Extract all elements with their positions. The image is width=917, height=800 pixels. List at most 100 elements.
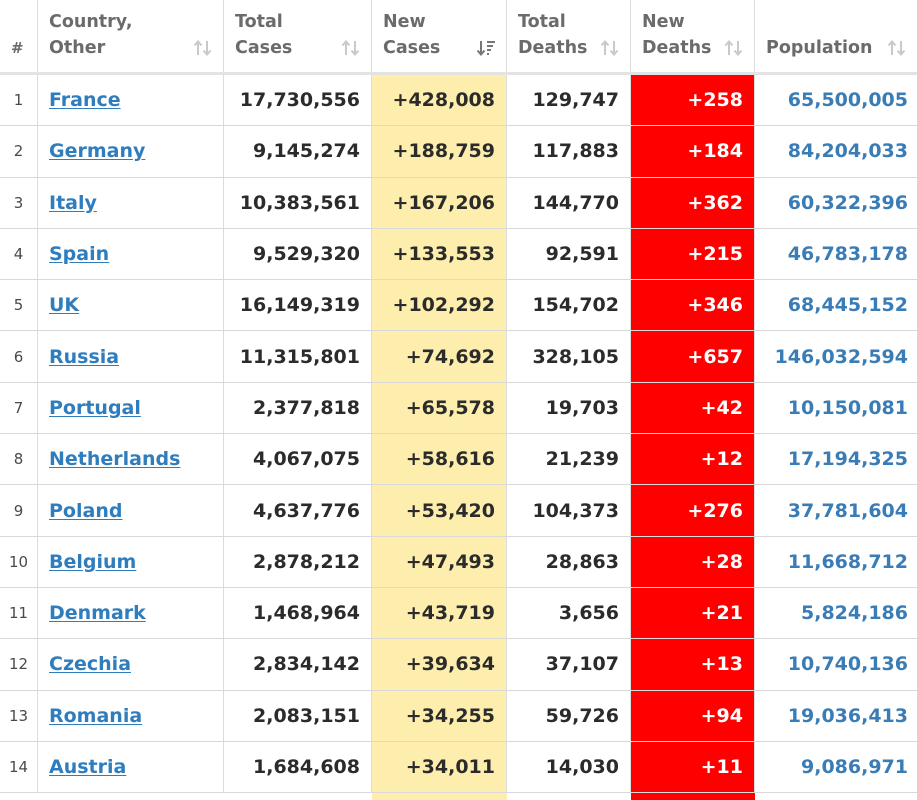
table-row: 10 Belgium 2,878,212 +47,493 28,863 +28 11,668… (0, 536, 917, 588)
total-cases-cell: 9,145,274 (224, 126, 372, 177)
total-deaths-value: 117,883 (532, 140, 619, 163)
country-link[interactable]: Romania (49, 704, 143, 727)
table-header: # Country, Other Total Cases New Cases (0, 0, 917, 75)
header-population[interactable]: Population (755, 0, 917, 72)
country-link[interactable]: Italy (49, 191, 97, 214)
row-index-cell: 2 (0, 126, 38, 177)
new-cases-value: +34,011 (405, 756, 495, 778)
table-row: 4 Spain 9,529,320 +133,553 92,591 +215 46,783,… (0, 228, 917, 281)
sort-descending-icon[interactable] (476, 39, 496, 57)
total-cases-value: 2,377,818 (253, 396, 360, 419)
header-total-deaths[interactable]: Total Deaths (507, 0, 631, 72)
total-cases-cell: 1,468,964 (224, 587, 372, 639)
total-deaths-value: 59,726 (545, 704, 619, 727)
population-value: 9,086,971 (801, 756, 908, 778)
header-new-deaths[interactable]: New Deaths (631, 0, 755, 72)
country-link[interactable]: Russia (49, 345, 120, 368)
population-value: 37,781,604 (787, 499, 908, 522)
country-name-cell: Poland (38, 485, 224, 536)
row-index-value: 1 (13, 91, 24, 110)
population-cell: 65,500,005 (755, 75, 917, 125)
population-value: 5,824,186 (801, 602, 908, 625)
table-body: 1 France 17,730,556 +428,008 129,747 +258 65,5… (0, 75, 917, 794)
new-deaths-value: +215 (687, 243, 743, 266)
total-cases-value: 2,083,151 (253, 704, 360, 727)
new-cases-cell: +188,759 (372, 126, 507, 177)
total-cases-value: 4,637,776 (253, 499, 360, 522)
total-cases-value: 17,730,556 (239, 89, 360, 112)
country-link[interactable]: Czechia (49, 653, 132, 676)
total-deaths-cell: 92,591 (507, 228, 631, 280)
total-deaths-value: 28,863 (545, 550, 619, 573)
new-deaths-cell: +276 (631, 485, 755, 536)
country-link[interactable]: Poland (49, 499, 123, 522)
total-deaths-value: 3,656 (558, 602, 619, 625)
total-deaths-cell: 154,702 (507, 280, 631, 331)
new-cases-value: +428,008 (392, 89, 495, 112)
new-cases-cell: +53,420 (372, 485, 507, 536)
total-deaths-cell: 59,726 (507, 690, 631, 741)
population-value: 19,036,413 (787, 704, 908, 727)
total-deaths-cell: 14,030 (507, 741, 631, 793)
total-cases-cell: 2,834,142 (224, 639, 372, 690)
total-deaths-cell: 104,373 (507, 485, 631, 536)
population-value: 46,783,178 (787, 243, 908, 266)
country-name-cell: UK (38, 280, 224, 331)
row-index-cell: 6 (0, 331, 38, 382)
country-link[interactable]: Netherlands (49, 448, 181, 471)
row-index-value: 4 (13, 245, 24, 264)
population-value: 68,445,152 (787, 294, 908, 317)
row-index-cell: 7 (0, 382, 38, 434)
new-cases-value: +102,292 (392, 294, 495, 317)
row-index-cell: 8 (0, 434, 38, 485)
sort-updown-icon[interactable] (193, 39, 213, 57)
country-link[interactable]: UK (49, 294, 80, 317)
new-deaths-cell: +12 (631, 434, 755, 485)
new-deaths-value: +94 (700, 704, 743, 727)
new-deaths-cell: +215 (631, 228, 755, 280)
country-name-cell: Belgium (38, 536, 224, 587)
sort-updown-icon[interactable] (341, 39, 361, 57)
country-link[interactable]: Denmark (49, 602, 146, 625)
population-cell: 11,668,712 (755, 537, 917, 587)
country-link[interactable]: Austria (49, 756, 127, 778)
new-deaths-cell: +657 (631, 331, 755, 382)
total-deaths-cell: 144,770 (507, 177, 631, 228)
country-link[interactable]: Germany (49, 140, 146, 163)
header-index[interactable]: # (0, 0, 38, 72)
row-index-value: 8 (13, 450, 24, 469)
sort-updown-icon[interactable] (887, 39, 907, 57)
new-cases-value: +47,493 (405, 550, 495, 573)
table-row: 3 Italy 10,383,561 +167,206 144,770 +362 60,32… (0, 177, 917, 229)
header-index-label: # (11, 39, 24, 57)
total-deaths-cell: 19,703 (507, 382, 631, 434)
new-cases-value: +53,420 (405, 499, 495, 522)
sort-updown-icon[interactable] (600, 39, 620, 57)
total-cases-value: 1,468,964 (253, 602, 360, 625)
country-link[interactable]: Belgium (49, 550, 137, 573)
table-row: 1 France 17,730,556 +428,008 129,747 +258 65,5… (0, 75, 917, 127)
total-deaths-value: 37,107 (545, 653, 619, 676)
row-index-cell: 9 (0, 485, 38, 536)
population-value: 17,194,325 (787, 448, 908, 471)
country-link[interactable]: Portugal (49, 396, 141, 419)
header-new-cases[interactable]: New Cases (372, 0, 507, 72)
new-deaths-value: +11 (700, 756, 743, 778)
new-cases-value: +34,255 (405, 704, 495, 727)
new-cases-cell: +34,255 (372, 690, 507, 741)
header-country[interactable]: Country, Other (38, 0, 224, 72)
country-link[interactable]: France (49, 89, 121, 112)
total-cases-cell: 1,684,608 (224, 741, 372, 793)
total-cases-cell: 11,315,801 (224, 331, 372, 382)
country-link[interactable]: Spain (49, 243, 110, 266)
sort-updown-icon[interactable] (724, 39, 744, 57)
row-index-value: 6 (13, 347, 24, 366)
country-name-cell: Italy (38, 177, 224, 228)
total-cases-cell: 16,149,319 (224, 280, 372, 331)
row-index-value: 11 (8, 604, 29, 623)
new-deaths-cell: +184 (631, 126, 755, 177)
population-value: 146,032,594 (774, 345, 908, 368)
header-total-cases[interactable]: Total Cases (224, 0, 372, 72)
row-index-cell: 4 (0, 228, 38, 280)
new-cases-value: +133,553 (392, 243, 495, 266)
